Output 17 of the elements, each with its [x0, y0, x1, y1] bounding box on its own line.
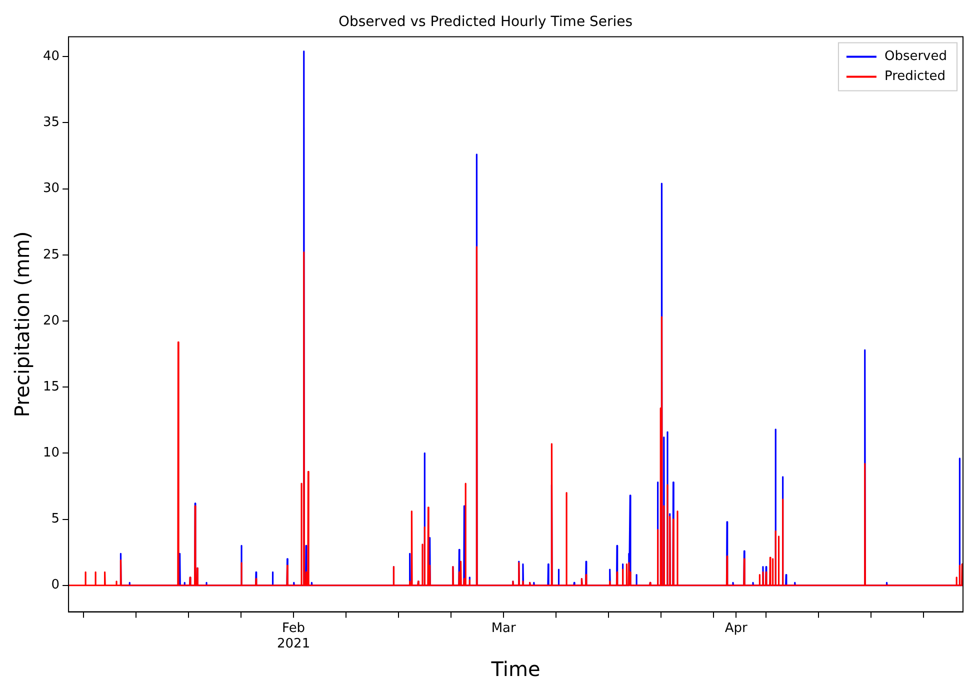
x-tick-label: Apr	[724, 620, 748, 636]
legend-label: Predicted	[884, 69, 946, 84]
legend-label: Observed	[884, 49, 948, 64]
y-tick-label: 40	[42, 49, 60, 64]
y-tick-label: 15	[42, 379, 60, 394]
y-tick-label: 30	[42, 181, 60, 196]
x-tick-label: Feb 2021	[277, 620, 310, 652]
x-tick-label: Mar	[491, 620, 516, 636]
y-tick-label: 20	[42, 313, 60, 328]
y-axis-title: Precipitation (mm)	[10, 231, 34, 418]
x-axis-title: Time	[490, 657, 540, 682]
y-tick-label: 5	[51, 512, 60, 527]
y-tick-label: 35	[42, 115, 60, 130]
y-tick-label: 0	[51, 578, 60, 593]
y-tick-label: 25	[42, 247, 60, 262]
chart-title: Observed vs Predicted Hourly Time Series	[338, 14, 633, 30]
y-tick-label: 10	[42, 446, 60, 461]
